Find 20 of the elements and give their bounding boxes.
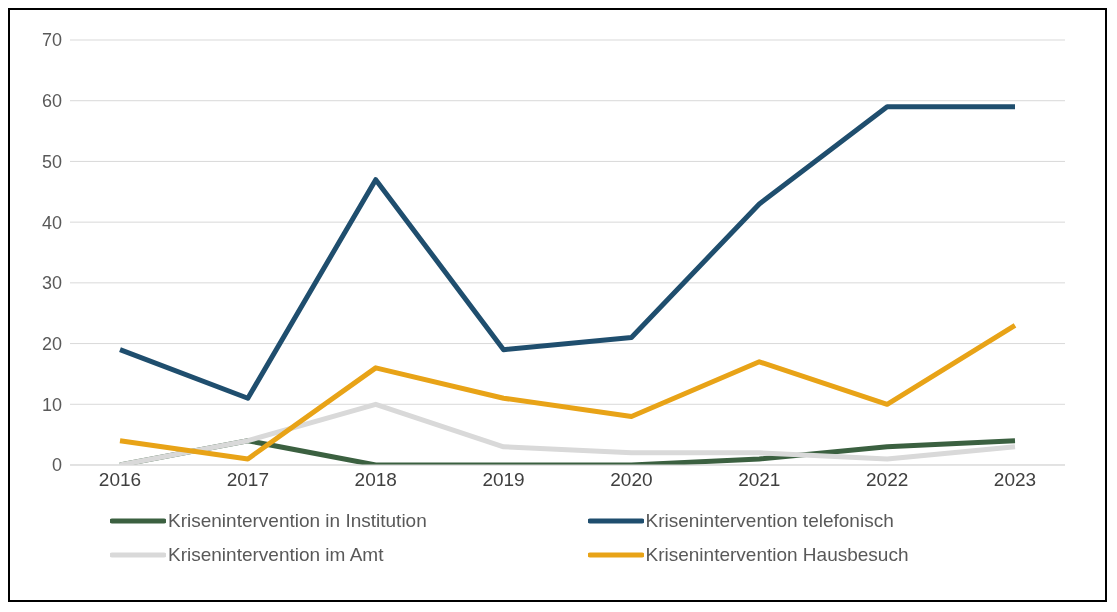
- x-tick-label: 2023: [993, 469, 1037, 491]
- y-tick-label: 0: [51, 455, 62, 476]
- y-tick-label: 70: [41, 30, 62, 51]
- x-tick-label: 2017: [226, 469, 269, 491]
- y-tick-label: 30: [41, 273, 62, 294]
- y-tick-label: 20: [41, 333, 62, 354]
- x-tick-label: 2018: [354, 469, 397, 491]
- x-tick-label: 2019: [482, 469, 525, 491]
- legend-label: Krisenintervention telefonisch: [645, 510, 894, 532]
- y-tick-label: 10: [41, 394, 62, 415]
- y-tick-label: 40: [41, 212, 62, 233]
- legend-label: Krisenintervention in Institution: [168, 510, 427, 532]
- legend-label: Krisenintervention Hausbesuch: [645, 544, 909, 566]
- x-tick-label: 2016: [98, 469, 142, 491]
- x-tick-label: 2020: [610, 469, 653, 491]
- legend-label: Krisenintervention im Amt: [168, 544, 384, 566]
- x-tick-label: 2022: [866, 469, 909, 491]
- y-tick-label: 60: [41, 91, 62, 112]
- y-tick-label: 50: [41, 151, 62, 172]
- x-tick-label: 2021: [738, 469, 781, 491]
